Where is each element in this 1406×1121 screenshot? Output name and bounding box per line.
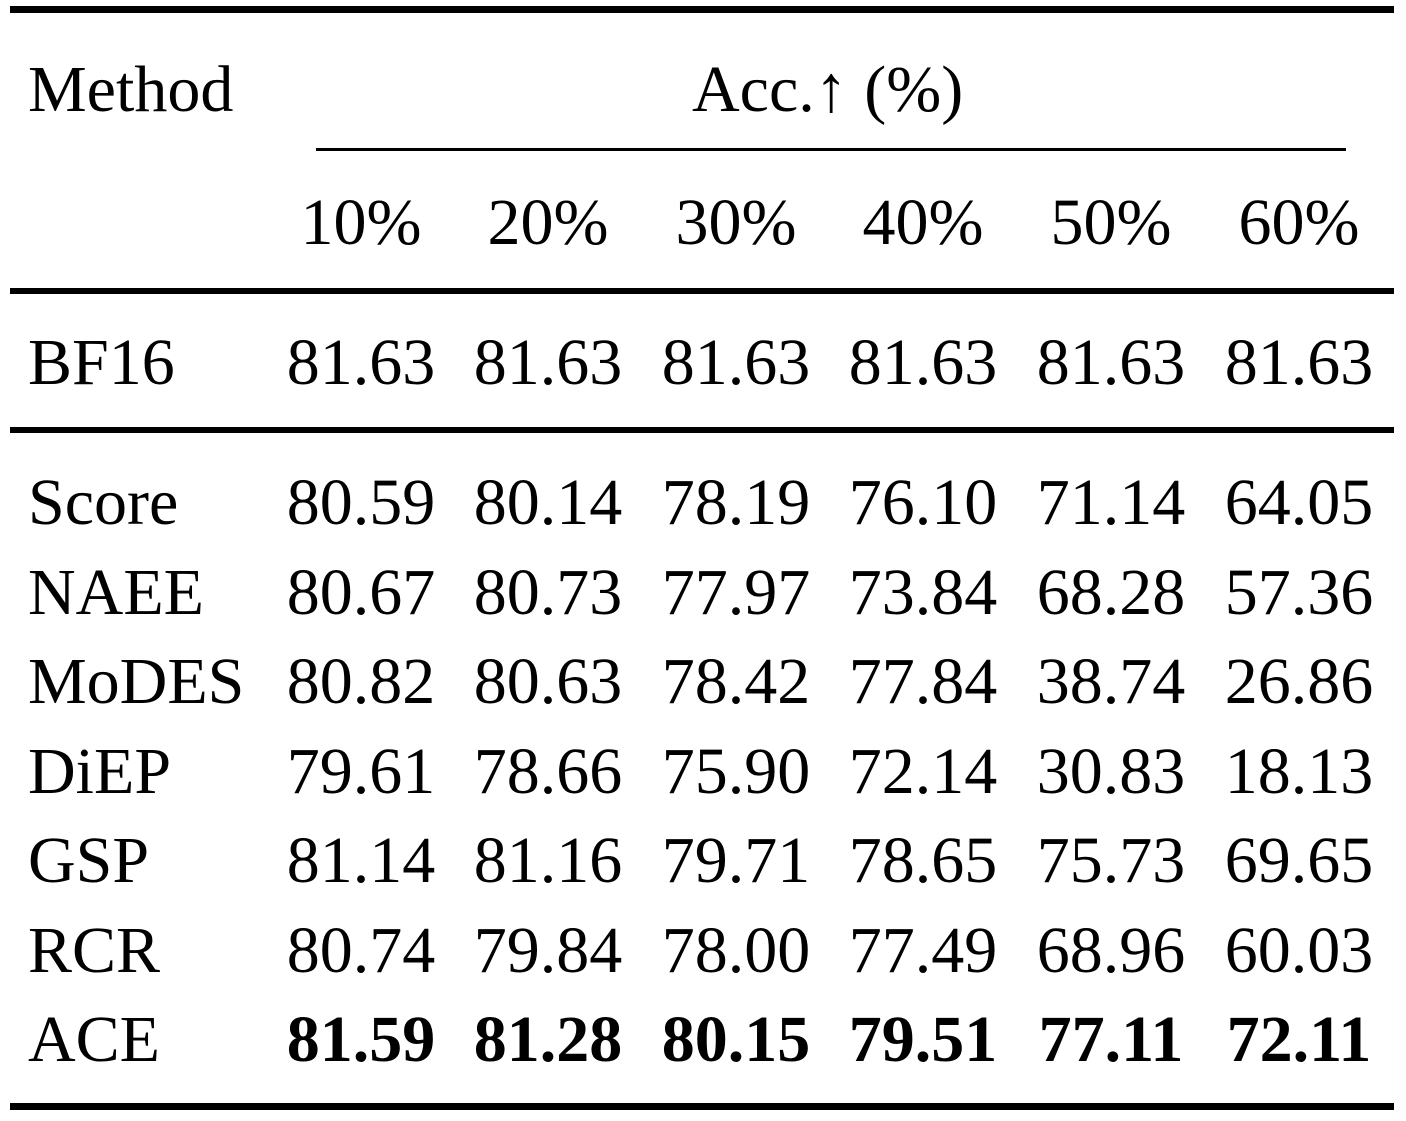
ratio-header-text: 50% [1050, 186, 1172, 259]
table-cell-text: 80.67 [286, 556, 436, 629]
baseline-cell-text: 81.63 [473, 326, 623, 399]
table-cell-text: 30.83 [1036, 735, 1186, 808]
table-cell-text: 26.86 [1224, 645, 1374, 718]
table-cell-text: 78.19 [661, 466, 811, 539]
baseline-method: BF16 [28, 326, 175, 399]
table-cell-text: 79.84 [473, 914, 623, 987]
baseline-cell-text: 81.63 [661, 326, 811, 399]
table-cell-text: 80.59 [286, 466, 436, 539]
baseline-cell-text: 81.63 [1036, 326, 1186, 399]
table-cell-text: 80.73 [473, 556, 623, 629]
table-cell-text: 68.96 [1036, 914, 1186, 987]
table-cell-text: 73.84 [848, 556, 998, 629]
table-cell-text: 72.11 [1226, 1003, 1372, 1076]
table-cell-text: 18.13 [1224, 735, 1374, 808]
table-cell-text: 69.65 [1224, 824, 1374, 897]
table-cell-text: 75.73 [1036, 824, 1186, 897]
table-cell-text: 72.14 [848, 735, 998, 808]
method-name: NAEE [28, 556, 204, 629]
table-cell-text: 78.00 [661, 914, 811, 987]
table-cell-text: 81.16 [473, 824, 623, 897]
header-rule [10, 288, 1394, 294]
method-header: Method [28, 53, 234, 126]
table-cell-text: 79.71 [661, 824, 811, 897]
table-cell-text: 57.36 [1224, 556, 1374, 629]
ratio-header-text: 40% [862, 186, 984, 259]
ratio-header-text: 20% [487, 186, 609, 259]
cmid-rule [316, 148, 1346, 151]
table-cell-text: 81.28 [473, 1003, 623, 1076]
method-name: GSP [28, 824, 150, 897]
table-cell-text: 38.74 [1036, 645, 1186, 718]
table-cell-text: 79.61 [286, 735, 436, 808]
ratio-header-text: 60% [1238, 186, 1360, 259]
table-cell-text: 80.82 [286, 645, 436, 718]
bottom-rule [10, 1103, 1394, 1110]
table-cell-text: 80.15 [661, 1003, 811, 1076]
table-cell-text: 81.59 [286, 1003, 436, 1076]
method-name: ACE [28, 1003, 160, 1076]
table-cell-text: 78.42 [661, 645, 811, 718]
table-cell-text: 77.49 [848, 914, 998, 987]
baseline-cell-text: 81.63 [286, 326, 436, 399]
table-cell-text: 60.03 [1224, 914, 1374, 987]
table-cell-text: 68.28 [1036, 556, 1186, 629]
top-rule [10, 6, 1394, 13]
table-cell-text: 81.14 [286, 824, 436, 897]
method-name: Score [28, 466, 179, 539]
metric-header: Acc.↑ (%) [692, 53, 964, 126]
table-cell-text: 71.14 [1036, 466, 1186, 539]
baseline-rule [10, 427, 1394, 433]
method-name: DiEP [28, 735, 172, 808]
table-cell-text: 79.51 [848, 1003, 998, 1076]
ratio-header-text: 30% [675, 186, 797, 259]
method-name: RCR [28, 914, 161, 987]
method-name: MoDES [28, 645, 245, 718]
table-cell-text: 77.97 [661, 556, 811, 629]
table-cell-text: 75.90 [661, 735, 811, 808]
table-cell-text: 77.84 [848, 645, 998, 718]
table-cell-text: 76.10 [848, 466, 998, 539]
baseline-cell-text: 81.63 [1224, 326, 1374, 399]
table-cell-text: 78.65 [848, 824, 998, 897]
ratio-header-text: 10% [300, 186, 422, 259]
table-cell-text: 80.74 [286, 914, 436, 987]
table-cell-text: 77.11 [1038, 1003, 1184, 1076]
table-cell-text: 80.14 [473, 466, 623, 539]
table-cell-text: 64.05 [1224, 466, 1374, 539]
baseline-cell-text: 81.63 [848, 326, 998, 399]
table-cell-text: 80.63 [473, 645, 623, 718]
table-cell-text: 78.66 [473, 735, 623, 808]
